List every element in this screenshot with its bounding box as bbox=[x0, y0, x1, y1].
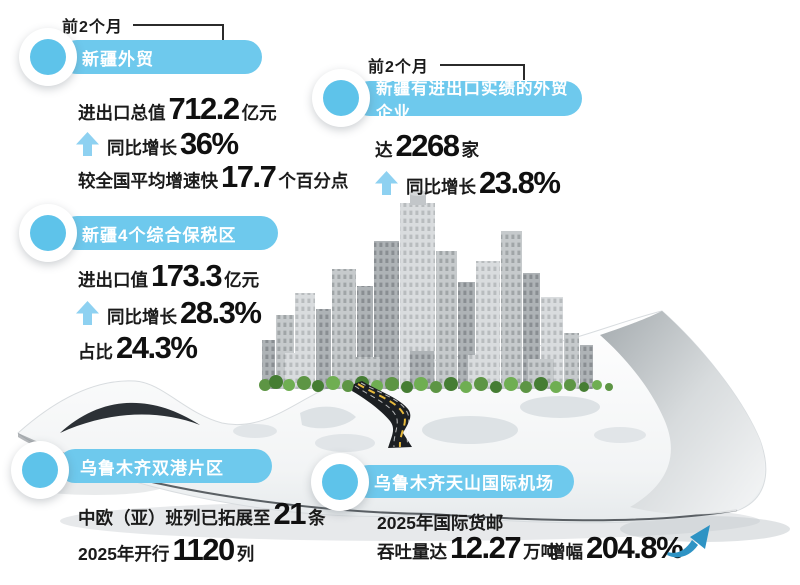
bullet-dot-icon bbox=[323, 80, 359, 116]
stat-value: 12.27 bbox=[450, 530, 522, 565]
period-label-enterprises: 前2个月 bbox=[368, 59, 429, 76]
stat-value: 36% bbox=[180, 126, 239, 161]
stat-suffix: 万吨 bbox=[523, 542, 559, 562]
stat-value: 28.3% bbox=[180, 295, 262, 330]
stat-label: 进出口值 bbox=[78, 270, 148, 290]
stat-row-trade-total: 进出口总值 712.2 亿元 bbox=[78, 93, 277, 125]
stat-value: 17.7 bbox=[221, 159, 277, 194]
stat-value: 1120 bbox=[172, 532, 235, 567]
stat-row-bonded-growth: 同比增长 28.3% bbox=[76, 297, 263, 329]
stat-value: 21 bbox=[273, 496, 307, 531]
stat-label: 增幅 bbox=[548, 542, 583, 562]
world-map bbox=[233, 396, 646, 452]
bullet-ring bbox=[19, 204, 77, 262]
section-title-airport: 乌鲁木齐天山国际机场 bbox=[352, 465, 574, 498]
stat-row-enterprises-count: 达 2268 家 bbox=[375, 130, 479, 162]
stat-label: 中欧（亚）班列已拓展至 bbox=[78, 508, 271, 528]
stat-suffix: 列 bbox=[236, 544, 255, 564]
stat-label: 较全国平均增速快 bbox=[78, 171, 218, 191]
stat-row-bonded-value: 进出口值 173.3 亿元 bbox=[78, 260, 259, 292]
bullet-dot-icon bbox=[322, 464, 358, 500]
stat-row-airport-cargo-line: 2025年国际货邮 bbox=[377, 510, 503, 535]
up-arrow-icon bbox=[375, 171, 398, 195]
paper-curl bbox=[600, 311, 765, 515]
bullet-dot-icon bbox=[30, 39, 66, 75]
stat-suffix: 亿元 bbox=[241, 103, 277, 123]
period-label-trade: 前2个月 bbox=[62, 19, 123, 36]
up-arrow-icon bbox=[76, 132, 99, 156]
stat-label: 同比增长 bbox=[406, 177, 476, 197]
stat-label: 同比增长 bbox=[107, 138, 177, 158]
stat-label: 进出口总值 bbox=[78, 103, 166, 123]
stat-label: 吞吐量达 bbox=[377, 542, 447, 562]
section-title-bonded-zones: 新疆4个综合保税区 bbox=[60, 216, 278, 250]
stat-value: 24.3% bbox=[116, 330, 198, 365]
stat-row-enterprises-growth: 同比增长 23.8% bbox=[375, 167, 562, 199]
stat-suffix: 亿元 bbox=[224, 270, 260, 290]
stat-value: 23.8% bbox=[479, 165, 561, 200]
stat-row-trade-growth: 同比增长 36% bbox=[76, 128, 241, 160]
stat-value: 712.2 bbox=[168, 91, 241, 126]
stat-label: 占比 bbox=[78, 342, 113, 362]
stat-row-airport-growth: 增幅 204.8% bbox=[548, 532, 685, 564]
bullet-ring bbox=[311, 453, 369, 511]
stat-value: 2268 bbox=[395, 128, 460, 163]
stat-label: 2025年国际货邮 bbox=[377, 513, 504, 533]
stat-row-airport-throughput: 吞吐量达 12.27 万吨 bbox=[377, 532, 558, 564]
bullet-dot-icon bbox=[22, 452, 58, 488]
stat-label: 同比增长 bbox=[107, 307, 177, 327]
bullet-ring bbox=[11, 441, 69, 499]
stat-suffix: 个百分点 bbox=[278, 171, 349, 191]
paper-fold-shadow bbox=[60, 402, 200, 433]
section-title-dual-port: 乌鲁木齐双港片区 bbox=[58, 449, 272, 483]
stat-value: 204.8% bbox=[586, 530, 684, 565]
stat-row-dualport-routes: 中欧（亚）班列已拓展至 21 条 bbox=[78, 498, 325, 530]
tower-crown bbox=[409, 190, 427, 196]
city-skyline bbox=[262, 190, 593, 389]
paper-front-edge bbox=[85, 464, 738, 522]
bullet-ring bbox=[19, 28, 77, 86]
section-title-trade: 新疆外贸 bbox=[60, 40, 262, 74]
stat-row-trade-vs-national: 较全国平均增速快 17.7 个百分点 bbox=[78, 161, 348, 193]
stat-row-dualport-trains: 2025年开行 1120 列 bbox=[78, 534, 254, 566]
stat-row-bonded-share: 占比 24.3% bbox=[78, 332, 199, 364]
connector-line-trade bbox=[133, 24, 224, 41]
growth-swoosh-arrow-icon bbox=[667, 525, 710, 558]
bullet-dot-icon bbox=[30, 215, 66, 251]
stat-label: 2025年开行 bbox=[78, 544, 170, 564]
stat-label: 达 bbox=[375, 140, 393, 160]
up-arrow-icon bbox=[76, 301, 99, 325]
section-title-enterprises: 新疆有进出口实绩的外贸企业 bbox=[352, 80, 582, 122]
road bbox=[352, 381, 412, 448]
stat-value: 173.3 bbox=[151, 258, 223, 293]
connector-line-enterprises bbox=[440, 64, 525, 80]
stat-suffix: 条 bbox=[307, 508, 326, 528]
bullet-ring bbox=[312, 69, 370, 127]
stat-suffix: 家 bbox=[461, 140, 479, 160]
